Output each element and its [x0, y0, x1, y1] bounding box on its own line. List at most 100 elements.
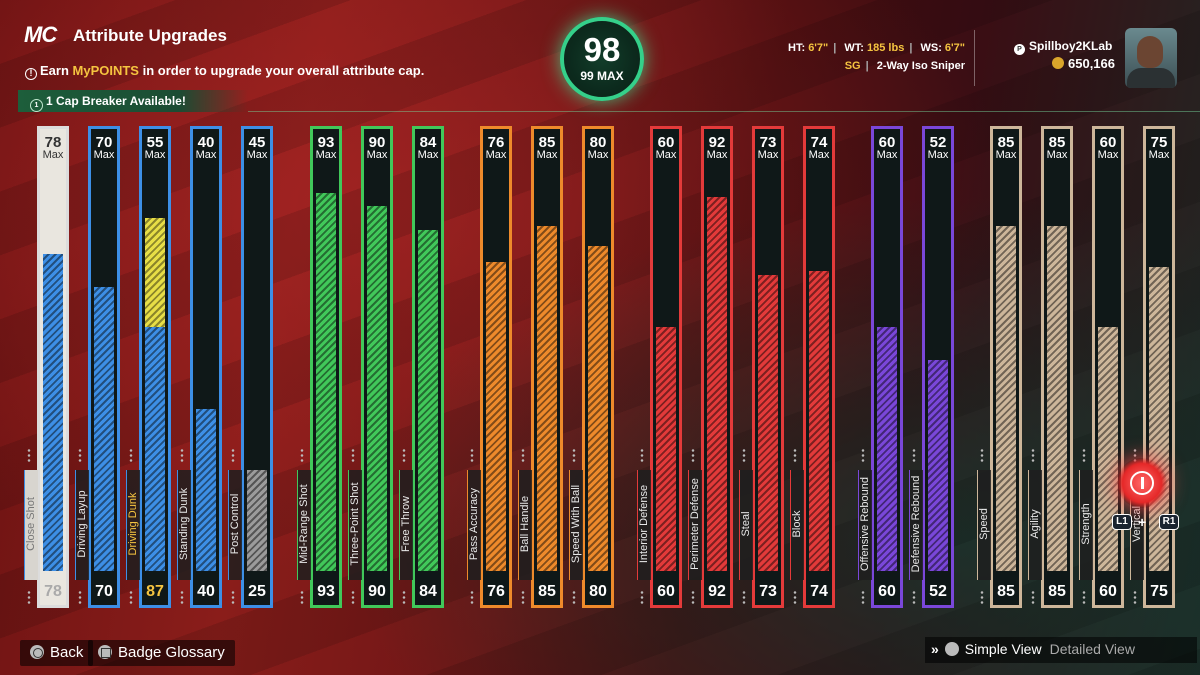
attribute-label-tab: [126, 470, 140, 580]
attribute-cap-value: 60: [1099, 134, 1117, 151]
attribute-label-tab: [75, 470, 89, 580]
attribute-fill: [1098, 327, 1118, 571]
attribute-bar[interactable]: 85 Max 85: [1041, 126, 1073, 608]
attribute-cap-label: Max: [195, 149, 217, 161]
attribute-bar[interactable]: 78 Max 78: [37, 126, 69, 608]
attribute-current-value: 85: [538, 583, 556, 600]
cap-breaker-target-icon[interactable]: [1117, 458, 1167, 508]
attribute-bar[interactable]: 85 Max 85: [531, 126, 563, 608]
attribute-bar[interactable]: 70 Max 70: [88, 126, 120, 608]
overall-rating-badge: 98 99 MAX: [560, 17, 644, 101]
drag-dots-icon: [1133, 590, 1137, 604]
attribute-bar[interactable]: 60 Max 60: [871, 126, 903, 608]
psn-icon: P: [1014, 44, 1025, 55]
attribute-current-value: 76: [487, 583, 505, 600]
attribute-cap-label: Max: [1097, 149, 1119, 161]
drag-dots-icon: [980, 590, 984, 604]
attribute-cap-label: Max: [417, 149, 439, 161]
attribute-fill: [656, 327, 676, 571]
attribute-bar[interactable]: 45 Max 25: [241, 126, 273, 608]
attribute-bar[interactable]: 93 Max 93: [310, 126, 342, 608]
back-button[interactable]: Back: [20, 640, 94, 666]
cap-divider: [248, 111, 1200, 112]
attribute-name: Block: [791, 510, 803, 538]
attribute-bar[interactable]: 85 Max 85: [990, 126, 1022, 608]
attribute-label-tab: [569, 470, 583, 580]
detailed-view-option[interactable]: Detailed View: [1049, 641, 1135, 657]
attribute-current-value: 75: [1150, 583, 1168, 600]
attribute-bar[interactable]: 74 Max 74: [803, 126, 835, 608]
attribute-cap-value: 55: [146, 134, 164, 151]
attribute-fill: [94, 286, 114, 571]
username: P Spillboy2KLab: [1014, 39, 1112, 55]
attribute-label-tab: [977, 470, 991, 580]
attribute-bar[interactable]: 92 Max 92: [701, 126, 733, 608]
header-divider: [974, 30, 975, 86]
drag-dots-icon: [78, 448, 82, 462]
attribute-bar[interactable]: 73 Max 73: [752, 126, 784, 608]
vc-balance: 650,166: [1052, 56, 1115, 71]
attribute-bar[interactable]: 84 Max 84: [412, 126, 444, 608]
attribute-cap-label: Max: [1148, 149, 1170, 161]
badge-glossary-button[interactable]: Badge Glossary: [88, 640, 235, 666]
view-toggle[interactable]: » Simple View Detailed View: [925, 637, 1197, 663]
simple-view-option[interactable]: Simple View: [964, 641, 1042, 657]
attribute-label-tab: [688, 470, 702, 580]
drag-dots-icon: [1031, 448, 1035, 462]
drag-dots-icon: [691, 448, 695, 462]
attribute-current-value: 60: [878, 583, 896, 600]
attribute-cap-value: 78: [44, 134, 62, 151]
drag-dots-icon: [742, 448, 746, 462]
attribute-cap-label: Max: [315, 149, 337, 161]
attribute-bar[interactable]: 40 Max 40: [190, 126, 222, 608]
attribute-bar[interactable]: 76 Max 76: [480, 126, 512, 608]
attribute-bar[interactable]: 55 Max 87: [139, 126, 171, 608]
drag-dots-icon: [180, 590, 184, 604]
chevron-right-icon: »: [931, 641, 939, 657]
game-logo: MC: [24, 22, 57, 47]
attribute-bar[interactable]: 90 Max 90: [361, 126, 393, 608]
attribute-cap-value: 40: [197, 134, 215, 151]
attribute-bar[interactable]: 60 Max 60: [1092, 126, 1124, 608]
attribute-bar[interactable]: 75 Max 75: [1143, 126, 1175, 608]
attribute-current-value: 85: [1048, 583, 1066, 600]
attribute-fill: [418, 229, 438, 571]
attribute-bar[interactable]: 60 Max 60: [650, 126, 682, 608]
drag-dots-icon: [521, 448, 525, 462]
r1-button-icon[interactable]: R1: [1159, 514, 1179, 530]
attribute-name: Steal: [740, 511, 752, 537]
attribute-cap-value: 80: [589, 134, 607, 151]
attribute-bar[interactable]: 80 Max 80: [582, 126, 614, 608]
attribute-cap-value: 90: [368, 134, 386, 151]
attribute-current-value: 87: [146, 583, 164, 600]
attribute-cap-label: Max: [144, 149, 166, 161]
attribute-current-value: 84: [419, 583, 437, 600]
attribute-name: Driving Dunk: [127, 492, 139, 556]
drag-dots-icon: [78, 590, 82, 604]
drag-dots-icon: [129, 448, 133, 462]
attribute-cap-value: 85: [997, 134, 1015, 151]
attribute-name: Ball Handle: [519, 495, 531, 553]
attribute-fill: [537, 225, 557, 571]
l1-button-icon[interactable]: L1: [1112, 514, 1132, 530]
attribute-fill: [316, 193, 336, 571]
drag-dots-icon: [1133, 448, 1137, 462]
attribute-fill: [196, 408, 216, 571]
attribute-cap-label: Max: [485, 149, 507, 161]
attribute-name: Perimeter Defense: [689, 478, 701, 570]
drag-dots-icon: [912, 590, 916, 604]
attribute-bar[interactable]: 52 Max 52: [922, 126, 954, 608]
attribute-current-value: 40: [197, 583, 215, 600]
attribute-cap-label: Max: [808, 149, 830, 161]
attribute-fill: [996, 225, 1016, 571]
attribute-label-tab: [909, 470, 923, 580]
attribute-cap-label: Max: [246, 149, 268, 161]
drag-dots-icon: [231, 590, 235, 604]
cap-breaker-icon: 1: [30, 99, 43, 112]
player-measurements: HT: 6'7" | WT: 185 lbs | WS: 6'7" SG | 2-Wa…: [788, 42, 965, 72]
square-button-icon: [98, 645, 112, 659]
drag-dots-icon: [793, 590, 797, 604]
attribute-fill: [43, 254, 63, 571]
drag-dots-icon: [470, 448, 474, 462]
